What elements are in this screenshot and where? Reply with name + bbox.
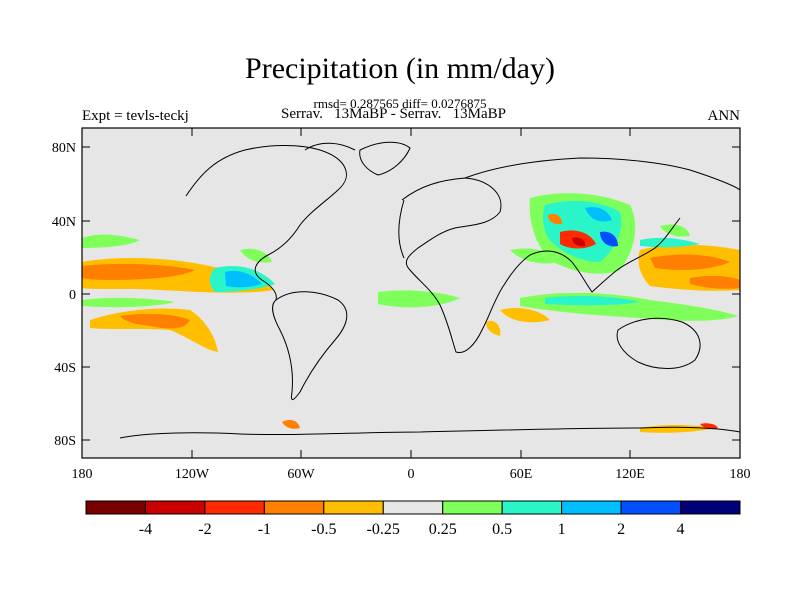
coastlines <box>119 141 741 439</box>
lon-ticks <box>81 128 631 458</box>
colorbar-box <box>204 500 265 515</box>
lat-ticks <box>82 146 740 441</box>
colorbar-box <box>263 500 325 515</box>
colorbar-label: 4 <box>677 521 685 538</box>
lon-label-120e: 120E <box>615 467 645 482</box>
colorbar-label: 2 <box>617 521 625 538</box>
lon-label-180e: 180 <box>730 467 751 482</box>
colorbar-label: -2 <box>198 521 211 538</box>
chart-title: Precipitation (in mm/day) <box>245 52 555 85</box>
lon-label-180w: 180 <box>72 467 93 482</box>
comparison-label: Serrav. 13MaBP - Serrav. 13MaBP <box>281 106 506 122</box>
precip-anomaly-field <box>82 193 740 433</box>
season-label: ANN <box>707 108 741 124</box>
lat-label-80s: 80S <box>54 434 76 449</box>
colorbar-box <box>144 500 206 515</box>
stats-line: rmsd= 0.287565 diff= 0.0276875 <box>313 96 487 111</box>
colorbar-box <box>561 500 622 515</box>
colorbar-box <box>85 500 146 515</box>
colorbar-box <box>680 500 741 515</box>
colorbar-label: -4 <box>139 521 152 538</box>
colorbar-box <box>323 500 384 515</box>
lon-label-60e: 60E <box>510 467 533 482</box>
lon-label-60w: 60W <box>287 467 315 482</box>
colorbar-box <box>501 500 563 515</box>
experiment-label: Expt = tevls-teckj <box>82 108 189 124</box>
colorbar-label: 1 <box>558 521 566 538</box>
colorbar: -4 -2 -1 -0.5 -0.25 0.25 0.5 1 2 4 <box>85 500 741 538</box>
colorbar-label: -1 <box>258 521 271 538</box>
colorbar-label: 0.5 <box>492 521 512 538</box>
colorbar-label: -0.25 <box>367 521 400 538</box>
lat-label-40n: 40N <box>52 215 76 230</box>
colorbar-box <box>382 500 444 515</box>
colorbar-box <box>620 500 682 515</box>
lon-label-120w: 120W <box>175 467 210 482</box>
lat-label-40s: 40S <box>54 361 76 376</box>
colorbar-label: -0.5 <box>311 521 336 538</box>
lon-label-0: 0 <box>408 467 415 482</box>
colorbar-box <box>442 500 503 515</box>
lat-label-0: 0 <box>69 288 76 303</box>
colorbar-label: 0.25 <box>429 521 457 538</box>
lat-label-80n: 80N <box>52 141 76 156</box>
